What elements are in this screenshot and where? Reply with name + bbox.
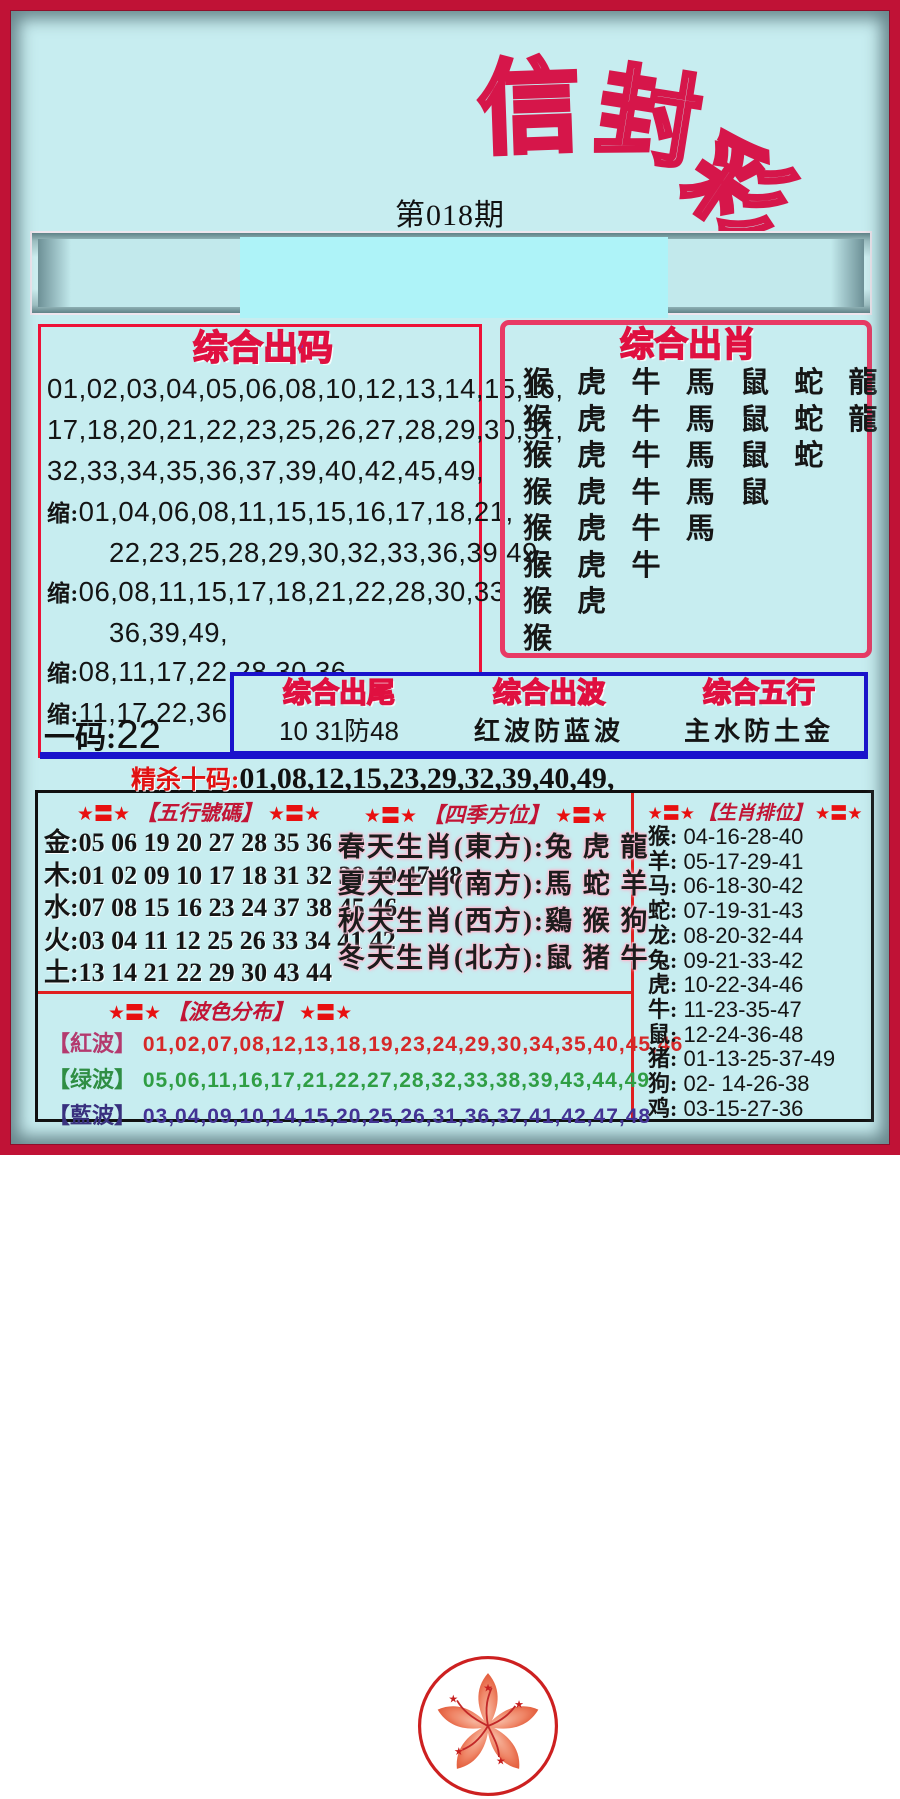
section-bose-fenbu: ★〓★ 【波色分布】 ★〓★ 【紅波】 01,02,07,08,12,13,18…: [48, 996, 684, 1134]
svg-text:★: ★: [496, 1755, 506, 1767]
star-decoration-icon: ★〓★: [268, 803, 322, 825]
horizontal-divider: [38, 991, 631, 994]
chuma-line: 22,23,25,28,29,30,32,33,36,39,49,: [109, 537, 547, 568]
paiwei-row: 鼠: 12-24-36-48: [648, 1021, 804, 1047]
chuwei-title: 综合出尾: [282, 678, 396, 710]
chubo-title: 综合出波: [492, 678, 606, 710]
red-wave-row: 【紅波】 01,02,07,08,12,13,18,19,23,24,29,30…: [48, 1031, 684, 1056]
zodiac-row: 猴 虎 牛 馬 鼠 蛇 龍 狗: [523, 367, 900, 399]
bauhinia-flower-stamp: ★ ★ ★ ★ ★: [417, 1655, 559, 1797]
section-summary: 综合出尾 10 31防48 综合出波 红波防蓝波 综合五行 主水防土金: [230, 672, 868, 755]
section-zonghe-chuma: 综合出码 01,02,03,04,05,06,08,10,12,13,14,15…: [38, 324, 564, 758]
vertical-divider: [631, 793, 634, 1119]
summary-chubo: 综合出波 红波防蓝波: [444, 676, 654, 751]
siji-row: 冬天生肖(北方):鼠 猪 牛: [338, 943, 650, 973]
yima-line: 一码:22: [44, 712, 161, 758]
zodiac-row: 猴: [523, 622, 562, 655]
chuma-line: 缩:06,08,11,15,17,18,21,22,28,30,33: [47, 576, 506, 607]
star-decoration-icon: ★〓★: [555, 805, 609, 827]
section-shengxiao-paiwei: ★〓★ 【生肖排位】 ★〓★ 猴: 04-16-28-40 羊: 05-17-2…: [636, 798, 874, 1121]
section-siji-fangwei: ★〓★ 【四季方位】 ★〓★ 春天生肖(東方):兔 虎 龍 夏天生肖(南方):馬…: [338, 799, 650, 977]
wuxing-value: 主水防土金: [683, 717, 834, 746]
paiwei-header-label: 【生肖排位】: [697, 803, 812, 824]
chubo-value: 红波防蓝波: [473, 717, 624, 746]
section-wuxing-haoma: ★〓★ 【五行號碼】 ★〓★ 金:05 06 19 20 27 28 35 36…: [44, 797, 463, 990]
star-decoration-icon: ★〓★: [108, 1002, 162, 1024]
bose-header: ★〓★ 【波色分布】 ★〓★: [48, 996, 628, 1026]
svg-text:★: ★: [483, 1682, 493, 1694]
section-bottom: ★ ★ ★ ★ ★ ★〓★ 【五行號碼】 ★〓★ 金:05 06 19 20 2…: [35, 790, 874, 1797]
paiwei-row: 牛: 11-23-35-47: [648, 996, 802, 1022]
zodiac-row: 猴 虎: [523, 586, 616, 618]
chuma-title: 综合出码: [192, 328, 334, 369]
paiwei-row: 虎: 10-22-34-46: [648, 972, 804, 998]
yima-value: 22: [116, 713, 161, 757]
issue-number: 第018期: [395, 199, 505, 232]
paiwei-row: 蛇: 07-19-31-43: [648, 898, 804, 924]
summary-wuxing: 综合五行 主水防土金: [654, 676, 864, 751]
jingsha-value: 01,08,12,15,23,29,32,39,40,49,: [239, 762, 615, 795]
chuma-line: 缩:01,04,06,08,11,15,15,16,17,18,21,: [47, 496, 514, 527]
chuma-line: 32,33,34,35,36,37,39,40,42,45,49,: [47, 455, 485, 486]
star-decoration-icon: ★〓★: [299, 1002, 353, 1024]
wuxing-header: ★〓★ 【五行號碼】 ★〓★: [44, 797, 354, 827]
paiwei-row: 兔: 09-21-33-42: [648, 947, 804, 973]
blue-divider-line: [40, 752, 868, 759]
siji-header-label: 【四季方位】: [423, 803, 549, 827]
wuxing-row: 土:13 14 21 22 29 30 43 44: [44, 958, 333, 988]
wuxing-row: 水:07 08 15 16 23 24 37 38 45 46: [44, 893, 398, 923]
wuxing-row: 金:05 06 19 20 27 28 35 36 49: [44, 828, 365, 857]
paiwei-row: 猴: 04-16-28-40: [648, 824, 804, 849]
siji-header: ★〓★ 【四季方位】 ★〓★: [338, 799, 634, 829]
paiwei-row: 狗: 02- 14-26-38: [648, 1071, 810, 1097]
summary-chuwei: 综合出尾 10 31防48: [234, 676, 444, 751]
chuma-line: 01,02,03,04,05,06,08,10,12,13,14,15,16,: [47, 373, 564, 404]
bose-header-label: 【波色分布】: [167, 1000, 294, 1024]
star-decoration-icon: ★〓★: [815, 804, 863, 823]
star-decoration-icon: ★〓★: [647, 804, 695, 823]
zodiac-row: 猴 虎 牛: [523, 549, 670, 582]
wuxing-row: 火:03 04 11 12 25 26 33 34 41 42: [44, 925, 396, 955]
banner-highlight: [240, 237, 668, 318]
section-zonghe-chuxiao: 综合出肖 猴 虎 牛 馬 鼠 蛇 龍 狗 猴 虎 牛 馬 鼠 蛇 龍 猴 虎 牛…: [500, 320, 900, 658]
yima-label: 一码:: [44, 720, 117, 755]
green-wave-row: 【绿波】 05,06,11,16,17,21,22,27,28,32,33,38…: [48, 1067, 650, 1092]
chuma-line: 缩:11,17,22,36,: [47, 697, 236, 728]
svg-text:★: ★: [454, 1746, 464, 1758]
zodiac-row: 猴 虎 牛 馬: [523, 513, 724, 545]
chuxiao-title: 综合出肖: [619, 326, 757, 365]
paiwei-row: 猪: 01-13-25-37-49: [648, 1046, 836, 1072]
zodiac-row: 猴 虎 牛 馬 鼠: [523, 476, 779, 509]
wuxing-row: 木:01 02 09 10 17 18 31 32 39 40 47 48: [44, 860, 463, 890]
jingsha-label: 精杀十码:: [131, 767, 240, 794]
siji-row: 秋天生肖(西方):鷄 猴 狗: [338, 906, 650, 936]
page-title-char-1: 信: [474, 45, 584, 171]
svg-text:★: ★: [514, 1699, 524, 1711]
paiwei-header: ★〓★ 【生肖排位】 ★〓★: [636, 798, 874, 825]
zodiac-row: 猴 虎 牛 馬 鼠 蛇: [523, 440, 833, 472]
siji-row: 夏天生肖(南方):馬 蛇 羊: [338, 869, 650, 899]
jingsha-line: 精杀十码:01,08,12,15,23,29,32,39,40,49,: [35, 760, 875, 796]
page-title-char-2: 封: [587, 50, 710, 187]
siji-row: 春天生肖(東方):兔 虎 龍: [338, 832, 650, 862]
chuma-line: 36,39,49,: [109, 617, 229, 648]
chuwei-value: 10 31防48: [279, 716, 399, 746]
zodiac-row: 猴 虎 牛 馬 鼠 蛇 龍: [523, 403, 887, 436]
svg-text:★: ★: [448, 1693, 458, 1705]
paiwei-row: 羊: 05-17-29-41: [648, 848, 804, 874]
chuma-line: 17,18,20,21,22,23,25,26,27,28,29,30,31,: [47, 414, 564, 445]
wuxing-title: 综合五行: [702, 678, 816, 710]
star-decoration-icon: ★〓★: [363, 805, 417, 827]
paiwei-row: 龙: 08-20-32-44: [648, 922, 804, 948]
paiwei-row: 鸡: 03-15-27-36: [648, 1095, 804, 1121]
blue-wave-row: 【藍波】 03,04,09,10,14,15,20,25,26,31,36,37…: [48, 1103, 652, 1128]
star-decoration-icon: ★〓★: [76, 803, 130, 825]
wuxing-header-label: 【五行號碼】: [136, 801, 262, 825]
paiwei-row: 马: 06-18-30-42: [648, 873, 804, 899]
